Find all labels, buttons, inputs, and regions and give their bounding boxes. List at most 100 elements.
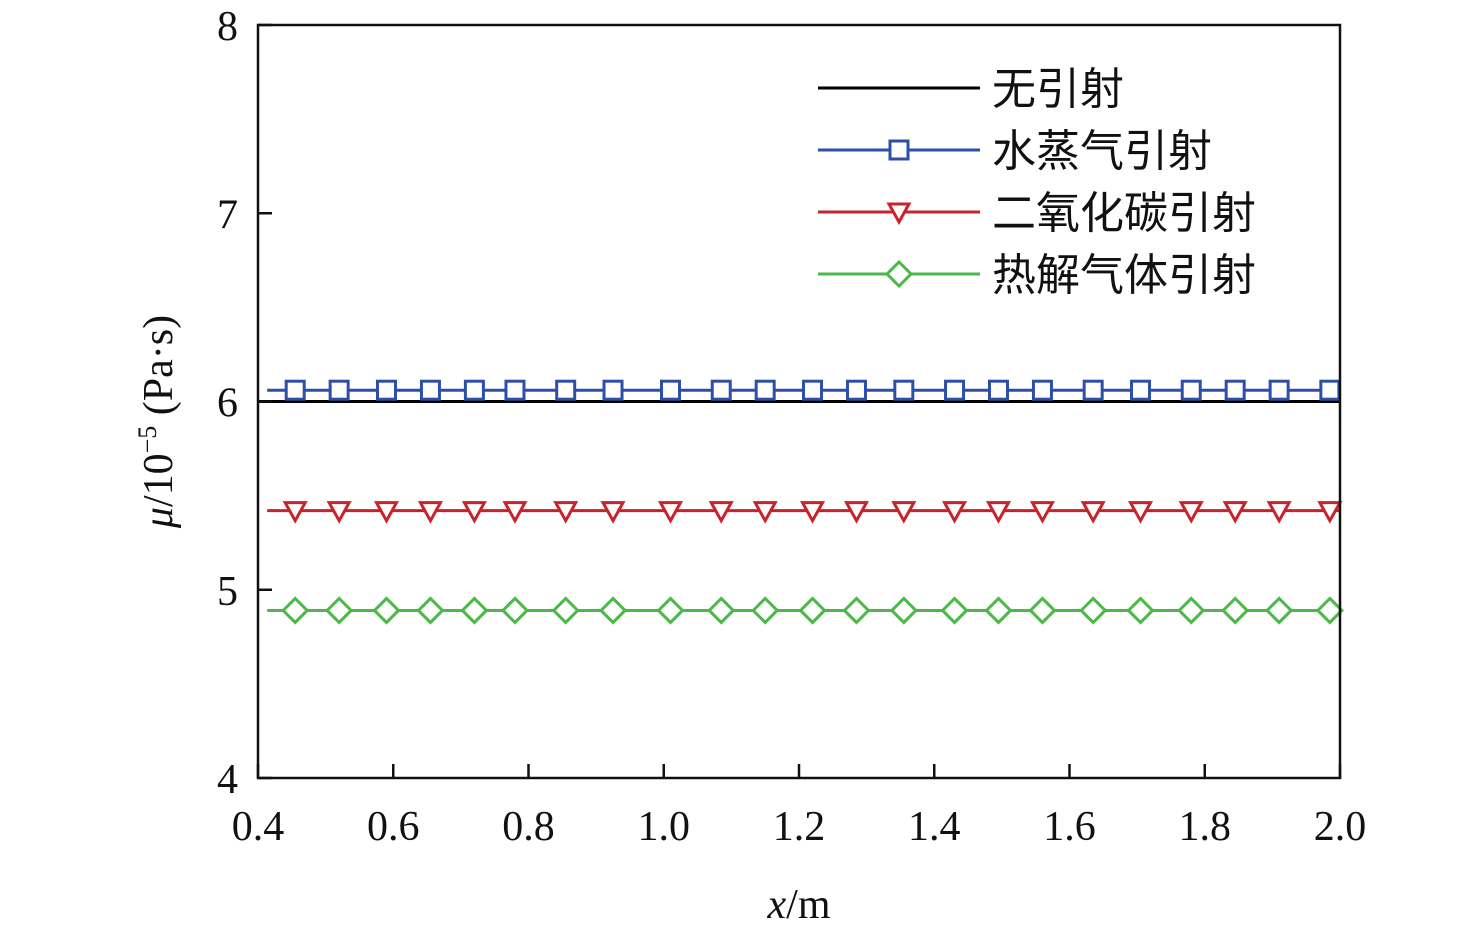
data-point-triangle [326,501,352,524]
data-point-diamond [940,596,969,625]
data-point-diamond [325,596,354,625]
data-point-triangle [1266,501,1292,524]
data-point-diamond [1028,596,1057,625]
y-axis-label: μ/10−5 (Pa·s) [133,315,182,529]
x-axis-label: x/m [767,882,831,928]
x-axis-label-unit: /m [786,882,831,928]
data-point-diamond [656,596,685,625]
data-point-square [602,379,624,401]
data-point-triangle [600,501,626,524]
series [267,596,1344,625]
data-point-triangle [553,501,579,524]
y-tick-label: 7 [217,192,238,238]
x-tick-label: 1.0 [638,804,691,850]
data-point-diamond [500,596,530,625]
data-point-triangle [1178,501,1204,524]
x-tick-label: 2.0 [1314,804,1367,850]
data-point-triangle [891,501,917,524]
x-tick-label: 1.4 [908,804,961,850]
data-point-triangle [843,501,870,524]
series [267,379,1341,401]
data-point-triangle [502,501,528,524]
data-point-diamond [751,596,780,625]
data-point-square [944,379,966,401]
data-point-diamond [1126,596,1155,625]
x-tick-label: 1.8 [1179,804,1232,850]
y-axis-label-var: μ [136,507,182,529]
data-point-square [463,379,485,401]
y-axis-label-rest: /10 [136,453,182,507]
series [267,501,1343,524]
data-point-square [802,379,824,401]
legend-item: 二氧化碳引射 [818,188,1256,239]
data-point-triangle [752,501,778,524]
data-point-square [1268,379,1290,401]
x-tick-label: 1.6 [1043,804,1096,850]
data-point-triangle [417,501,443,524]
data-point-square [1082,379,1104,401]
data-point-square [893,379,915,401]
data-point-square [1224,379,1246,401]
series-layer [258,379,1344,625]
data-point-diamond [884,259,914,289]
y-axis-label-unit: (Pa·s) [136,315,182,426]
x-tick-label: 1.2 [773,804,826,850]
data-point-triangle [708,501,734,524]
data-point-diamond [889,596,918,625]
data-point-triangle [1317,501,1343,524]
data-point-diamond [416,596,445,625]
data-point-square [660,379,682,401]
data-point-square [328,379,350,401]
data-point-triangle [985,501,1012,524]
data-point-triangle [886,202,912,226]
data-point-square [1319,379,1341,401]
data-point-triangle [657,501,684,524]
data-point-diamond [984,596,1013,625]
y-axis: 4 5 6 7 8 [217,4,272,803]
data-point-triangle [941,501,968,524]
y-tick-label: 4 [217,757,238,803]
y-tick-label: 5 [217,569,238,615]
data-point-square [555,379,577,401]
data-point-triangle [1222,501,1248,524]
x-tick-label: 0.6 [367,804,420,850]
data-point-diamond [798,596,827,625]
legend-label: 热解气体引射 [992,250,1256,301]
data-point-square [375,379,397,401]
data-point-square [504,379,526,401]
data-point-square [888,139,910,161]
data-point-square [1031,379,1053,401]
y-tick-label: 8 [217,4,238,50]
data-point-square [419,379,441,401]
x-tick-label: 0.8 [502,804,555,850]
data-point-square [710,379,732,401]
data-point-triangle [282,501,308,524]
x-axis-label-var: x [767,882,787,928]
data-point-diamond [1177,596,1206,625]
data-point-triangle [373,501,400,524]
data-point-square [845,379,867,401]
data-point-triangle [461,501,487,524]
y-tick-label: 6 [217,381,238,427]
data-point-diamond [372,596,401,625]
data-point-diamond [842,596,871,625]
data-point-diamond [281,596,310,625]
data-point-triangle [1029,501,1055,524]
legend-label: 二氧化碳引射 [992,188,1256,239]
data-point-triangle [799,501,826,524]
legend-label: 无引射 [992,64,1124,115]
data-point-diamond [1265,596,1294,625]
data-point-triangle [1127,501,1154,524]
x-tick-label: 0.4 [232,804,285,850]
data-point-square [987,379,1009,401]
data-point-diamond [598,596,628,625]
data-point-diamond [707,596,736,625]
data-point-square [754,379,776,401]
legend-item: 水蒸气引射 [818,126,1212,177]
data-point-square [1130,379,1152,401]
data-point-diamond [460,596,489,625]
data-point-diamond [551,596,580,625]
y-axis-label-exponent: −5 [133,426,162,454]
